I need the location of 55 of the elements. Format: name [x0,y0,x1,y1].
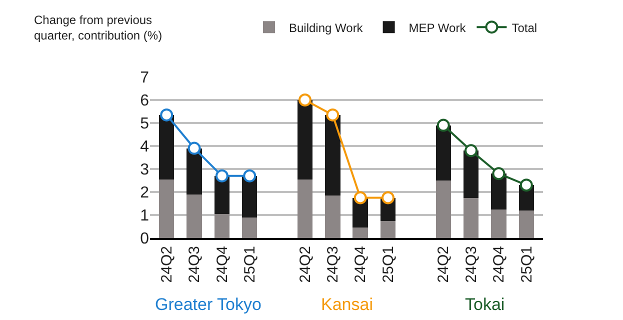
bar [352,228,368,238]
bar [518,210,534,238]
point [464,144,478,158]
point [436,118,450,132]
y-tick-label: 6 [140,92,150,110]
y-tick-label: 7 [140,70,150,87]
bar [463,198,479,238]
point [354,191,367,204]
x-tick-label: 24Q4 [352,246,370,283]
point [188,142,201,155]
point [160,108,174,122]
x-tick-label: 24Q3 [324,246,342,283]
point [215,169,228,182]
point [520,178,533,192]
x-tick-label: 24Q2 [435,246,452,283]
bar [158,179,174,238]
x-tick-label: 24Q4 [490,246,508,283]
bar [214,214,230,238]
x-tick-label: 25Q1 [242,246,259,283]
x-tick-label: 24Q2 [296,246,314,283]
y-tick-label: 2 [140,184,150,202]
legend-label: Building Work [289,20,364,35]
point [492,167,506,180]
point [298,94,312,106]
x-tick-label: 24Q3 [462,246,480,283]
y-axis-title: Change from previous quarter, contribution (%) [34,13,162,43]
bar [436,125,451,180]
bar [297,100,313,180]
point [382,191,395,204]
x-tick-label: 24Q3 [186,246,204,283]
bar [158,114,174,180]
x-tick-label: 25Q1 [380,246,397,283]
bar [491,209,506,238]
x-tick-label: 24Q4 [214,246,231,283]
y-tick-label: 5 [140,116,150,133]
y-tick-label: 1 [140,208,150,225]
legend-label: MEP Work [408,20,467,35]
point [326,108,340,122]
x-tick-label: 24Q2 [158,246,176,283]
legend-label: Total [512,20,538,35]
bar [297,179,313,238]
bar [380,220,396,238]
text: Kansai [321,295,373,314]
y-tick-label: 4 [140,138,150,156]
point [243,169,256,182]
text: Greater Tokyo [155,295,262,314]
x-tick-label: 25Q1 [518,246,536,283]
bar [436,180,451,238]
bar [325,114,340,196]
bar [186,194,202,238]
bar [242,217,258,238]
y-tick-label: 3 [140,162,150,179]
bar [325,195,340,238]
y-tick-label: 0 [140,230,150,248]
text: Tokai [465,295,505,314]
